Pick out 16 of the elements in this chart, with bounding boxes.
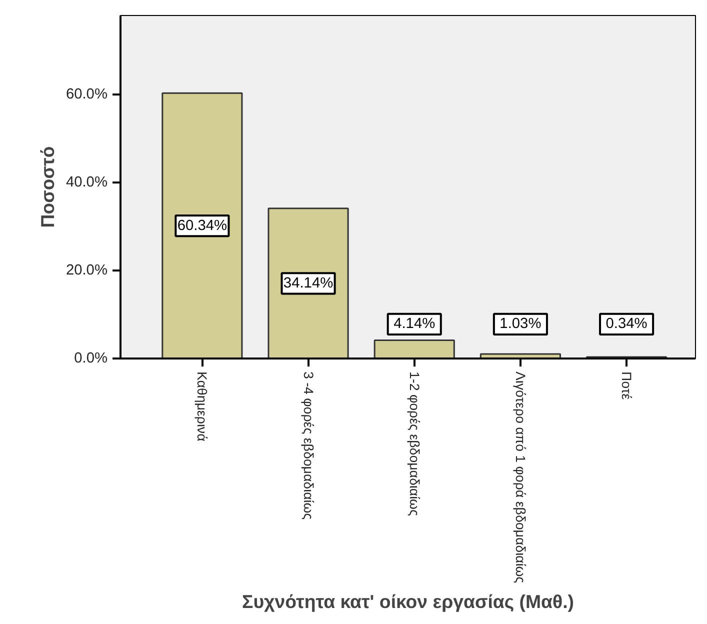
y-axis-title: Ποσοστό xyxy=(36,146,58,228)
data-label: 34.14% xyxy=(283,275,334,292)
y-tick-label: 20.0% xyxy=(66,262,108,279)
x-axis-title: Συχνότητα κατ' οίκον εργασίας (Μαθ.) xyxy=(242,591,574,612)
x-tick-label: Καθημερινά xyxy=(194,372,210,442)
data-label: 60.34% xyxy=(177,218,228,234)
x-tick-label: Λιγότερο από 1 φορά εβδομαδιαίως xyxy=(512,372,528,584)
data-label: 1.03% xyxy=(500,316,542,332)
y-tick-label: 60.0% xyxy=(66,86,108,103)
x-tick-label: Ποτέ xyxy=(619,372,634,400)
y-tick-label: 0.0% xyxy=(74,350,108,366)
x-tick-label: 1-2 φορές εβδομαδιαίως xyxy=(406,372,422,516)
data-label: 0.34% xyxy=(606,316,648,332)
data-label: 4.14% xyxy=(394,316,436,332)
y-tick-label: 40.0% xyxy=(66,174,108,191)
x-tick-label: 3 -4 φορές εβδομαδιαίως xyxy=(300,372,316,520)
